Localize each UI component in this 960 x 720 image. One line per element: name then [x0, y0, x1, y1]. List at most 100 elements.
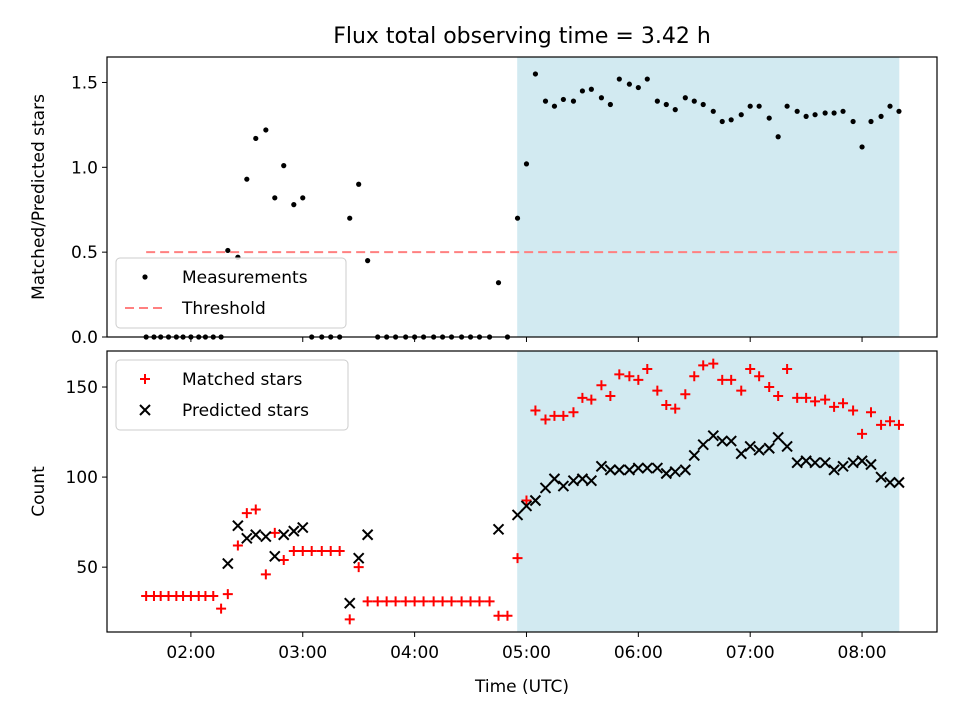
data-point	[850, 118, 856, 125]
data-point	[216, 603, 227, 614]
data-point-stroke	[725, 435, 737, 447]
data-point	[688, 449, 700, 462]
legend-swatch-stroke	[139, 404, 151, 416]
y-tick-label: 1.0	[71, 158, 98, 178]
data-point	[794, 108, 800, 114]
data-point	[700, 101, 706, 108]
data-point-stroke	[819, 456, 831, 469]
data-point-stroke	[297, 545, 308, 556]
data-point-stroke	[576, 473, 589, 485]
data-point	[738, 112, 744, 118]
data-point-stroke	[521, 495, 532, 506]
data-point	[626, 81, 632, 87]
data-point	[763, 442, 775, 454]
data-point-stroke	[726, 374, 737, 385]
data-point	[288, 525, 300, 537]
data-point	[300, 195, 306, 201]
axes-frame	[106, 56, 938, 338]
data-point-stroke	[557, 480, 570, 492]
data-point	[263, 127, 269, 133]
data-point	[530, 405, 541, 416]
data-point-stroke	[745, 364, 756, 375]
data-point-stroke	[222, 557, 234, 570]
data-point	[474, 596, 485, 607]
data-point-stroke	[484, 596, 495, 607]
data-point	[548, 473, 561, 485]
x-tick-label: 08:00	[838, 643, 887, 663]
data-point	[773, 391, 784, 402]
legend-label: Predicted stars	[182, 401, 309, 421]
data-point	[775, 134, 781, 140]
data-point	[632, 462, 645, 474]
bottom-panel: 50 100 150 02:00 03:00 04:00 05:00 06:00 07:00 08…	[29, 350, 938, 697]
data-point	[679, 464, 692, 476]
data-point-stroke	[847, 456, 859, 469]
data-point	[365, 258, 371, 264]
data-point-stroke	[857, 428, 868, 439]
data-point	[819, 456, 831, 469]
data-point-stroke	[669, 465, 681, 478]
data-point	[641, 462, 653, 474]
data-point-stroke	[549, 410, 560, 421]
data-point-stroke	[773, 391, 784, 402]
data-point	[523, 161, 530, 167]
data-point	[670, 403, 681, 414]
data-point-stroke	[344, 597, 356, 609]
data-point	[356, 181, 362, 187]
data-point	[493, 610, 504, 621]
data-point-stroke	[791, 456, 803, 469]
data-point-stroke	[764, 382, 775, 393]
data-point	[409, 596, 420, 607]
data-point-stroke	[344, 614, 355, 625]
data-point-stroke	[716, 435, 728, 447]
data-point	[719, 118, 725, 125]
x-tick-label: 04:00	[390, 643, 439, 663]
x-tick-label: 07:00	[726, 643, 775, 663]
data-point	[269, 527, 280, 538]
highlight-span	[517, 57, 900, 337]
data-point-stroke	[837, 460, 849, 472]
x-tick-label: 05:00	[502, 643, 551, 663]
data-point	[697, 438, 709, 451]
data-point-stroke	[530, 405, 541, 416]
data-point	[344, 597, 356, 609]
data-point-stroke	[893, 419, 904, 430]
data-point-stroke	[568, 407, 579, 418]
data-point-stroke	[437, 596, 448, 607]
y-tick-label: 150	[66, 378, 98, 398]
data-point-stroke	[372, 596, 383, 607]
data-point	[549, 410, 560, 421]
data-point	[829, 401, 840, 412]
data-point	[822, 110, 828, 116]
data-point	[539, 482, 552, 494]
legend-swatch	[142, 274, 148, 280]
data-point	[269, 550, 281, 563]
data-point-stroke	[820, 394, 831, 405]
data-point	[812, 112, 818, 118]
data-point	[353, 562, 364, 573]
data-point	[868, 118, 874, 125]
data-point-stroke	[856, 455, 868, 467]
data-point-stroke	[801, 392, 812, 403]
data-point	[598, 95, 605, 101]
data-point-stroke	[800, 455, 812, 467]
data-point	[347, 215, 353, 221]
data-point-stroke	[809, 456, 821, 469]
data-point	[465, 596, 476, 607]
data-point-stroke	[829, 401, 840, 412]
data-point	[456, 596, 467, 607]
data-point	[838, 398, 849, 409]
data-point-stroke	[502, 610, 513, 621]
data-point	[616, 76, 622, 82]
data-point-stroke	[409, 596, 420, 607]
data-point	[325, 545, 336, 556]
data-point-stroke	[316, 545, 327, 556]
y-tick-label: 0.0	[71, 328, 98, 348]
data-point	[529, 494, 542, 507]
data-point	[781, 440, 793, 453]
data-point	[260, 530, 272, 543]
data-point-stroke	[585, 474, 598, 487]
data-point	[512, 553, 523, 564]
data-point-stroke	[492, 523, 505, 536]
